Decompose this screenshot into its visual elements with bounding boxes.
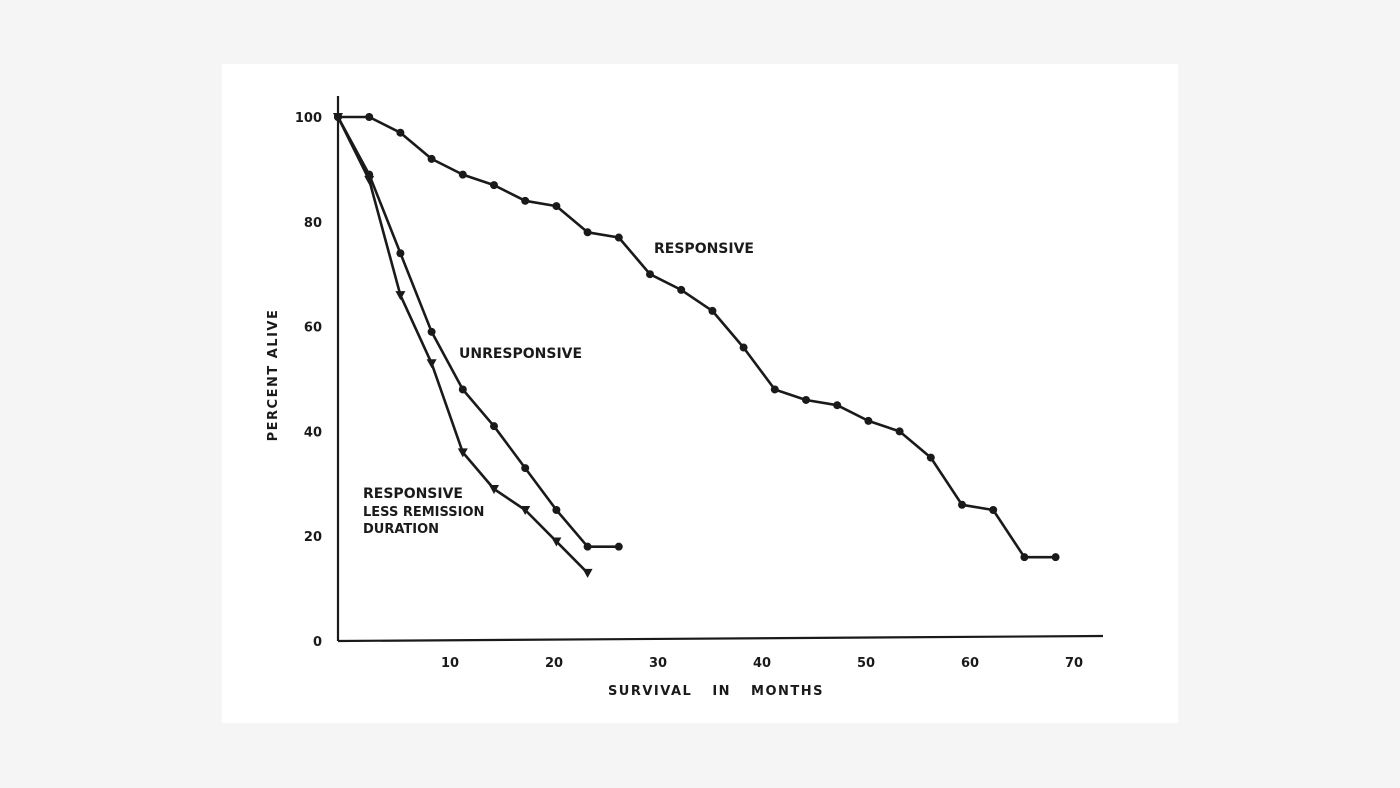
series-1-point: [614, 233, 623, 242]
series-1-point: [1020, 553, 1029, 562]
series-1-point: [521, 196, 530, 205]
series-2-point: [427, 327, 436, 336]
series-1-point: [458, 170, 467, 179]
series-line-1: [338, 115, 1056, 559]
label-responsive: RESPONSIVE: [654, 241, 754, 257]
label-less-remission-line3: DURATION: [363, 522, 439, 537]
x-tick-label: 70: [1065, 656, 1083, 671]
label-unresponsive: UNRESPONSIVE: [459, 346, 582, 362]
series-2-point: [458, 385, 467, 394]
series-1-point: [739, 343, 748, 352]
series-1-point: [427, 154, 436, 163]
series-3-point: [457, 448, 468, 458]
series-1-point: [708, 306, 717, 315]
series-3-point: [395, 291, 406, 301]
y-axis-title: PERCENT ALIVE: [266, 309, 281, 442]
series-1-point: [833, 401, 842, 410]
y-tick-label: 40: [304, 425, 322, 440]
x-tick-label: 40: [753, 656, 771, 671]
series-1-point: [864, 416, 873, 425]
x-tick-label: 20: [545, 656, 563, 671]
y-tick-label: 60: [304, 321, 322, 336]
series-3-point: [489, 485, 499, 495]
series-1-point: [552, 202, 561, 211]
y-tick-label: 80: [304, 216, 322, 231]
chart-panel: [222, 64, 1178, 723]
label-less-remission-line2: LESS REMISSION: [363, 505, 484, 520]
series-3-point: [333, 113, 343, 122]
x-tick-label: 30: [649, 656, 667, 671]
x-tick-label: 10: [441, 656, 459, 671]
series-2-point: [614, 542, 623, 551]
series-3-point: [364, 175, 375, 185]
series-1-point: [677, 285, 686, 294]
series-1-point: [802, 395, 810, 404]
x-tick-label: 50: [857, 656, 875, 671]
series-1-point: [1051, 553, 1060, 562]
y-tick-label: 20: [304, 530, 322, 545]
series-line-2: [336, 116, 619, 549]
series-2-point: [490, 422, 498, 431]
series-3-point: [520, 506, 531, 515]
series-1-point: [989, 506, 998, 514]
label-less-remission-line1: RESPONSIVE: [363, 486, 463, 502]
series-1-point: [396, 128, 405, 137]
series-3-point: [551, 537, 562, 547]
series-1-point: [958, 500, 966, 509]
series-3-point: [426, 359, 437, 369]
series-1-point: [646, 270, 654, 279]
axes: [336, 96, 1104, 643]
y-tick-label: 0: [313, 635, 322, 650]
series-1-point: [490, 181, 498, 190]
series-1-point: [365, 113, 374, 121]
series-3-point: [582, 568, 593, 578]
series-layer: [333, 113, 1060, 578]
x-axis-line: [337, 634, 1104, 643]
series-1-point: [770, 385, 779, 394]
y-tick-label: 100: [295, 111, 322, 126]
x-axis-title: SURVIVAL IN MONTHS: [608, 684, 824, 699]
ticks: 0 20 40 60 80 100 10 20 30 40 50 60 70: [295, 111, 1083, 671]
series-2-point: [521, 464, 530, 473]
series-1-point: [926, 453, 935, 462]
series-2-point: [552, 506, 561, 514]
series-1-point: [895, 427, 904, 436]
series-2-point: [396, 249, 405, 258]
series-1-point: [583, 228, 592, 237]
series-2-point: [583, 542, 592, 551]
x-tick-label: 60: [961, 656, 979, 671]
